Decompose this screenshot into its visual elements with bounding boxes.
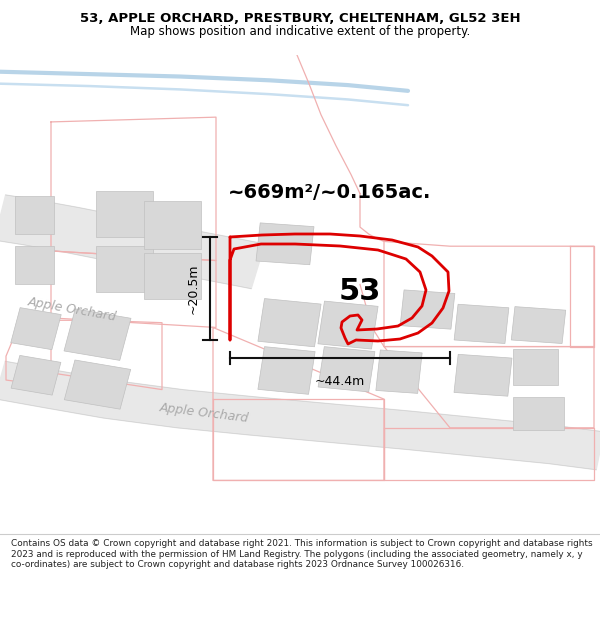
- Bar: [376, 350, 422, 393]
- Text: ~20.5m: ~20.5m: [187, 263, 200, 314]
- Bar: [513, 397, 564, 430]
- Text: 53, APPLE ORCHARD, PRESTBURY, CHELTENHAM, GL52 3EH: 53, APPLE ORCHARD, PRESTBURY, CHELTENHAM…: [80, 12, 520, 25]
- Bar: [318, 301, 378, 349]
- Bar: [454, 304, 509, 344]
- Text: Map shows position and indicative extent of the property.: Map shows position and indicative extent…: [130, 26, 470, 39]
- Bar: [11, 308, 61, 349]
- Text: ~669m²/~0.165ac.: ~669m²/~0.165ac.: [229, 182, 431, 201]
- Bar: [258, 299, 321, 347]
- Bar: [318, 347, 375, 392]
- Text: Apple Orchard: Apple Orchard: [27, 295, 118, 324]
- Bar: [511, 307, 566, 344]
- Bar: [15, 246, 54, 284]
- Bar: [11, 356, 61, 395]
- Bar: [400, 290, 455, 329]
- Text: ~44.4m: ~44.4m: [315, 375, 365, 388]
- Polygon shape: [0, 361, 600, 469]
- Bar: [144, 253, 201, 299]
- Bar: [64, 360, 131, 409]
- Bar: [258, 347, 315, 394]
- Bar: [256, 223, 314, 265]
- Polygon shape: [0, 195, 265, 289]
- Text: Apple Orchard: Apple Orchard: [159, 402, 250, 426]
- Bar: [64, 309, 131, 361]
- Bar: [144, 201, 201, 249]
- Bar: [454, 354, 512, 396]
- Bar: [513, 349, 558, 385]
- Text: 53: 53: [339, 278, 381, 306]
- Bar: [15, 196, 54, 234]
- Bar: [96, 191, 153, 237]
- Text: Contains OS data © Crown copyright and database right 2021. This information is : Contains OS data © Crown copyright and d…: [11, 539, 592, 569]
- Bar: [96, 246, 153, 292]
